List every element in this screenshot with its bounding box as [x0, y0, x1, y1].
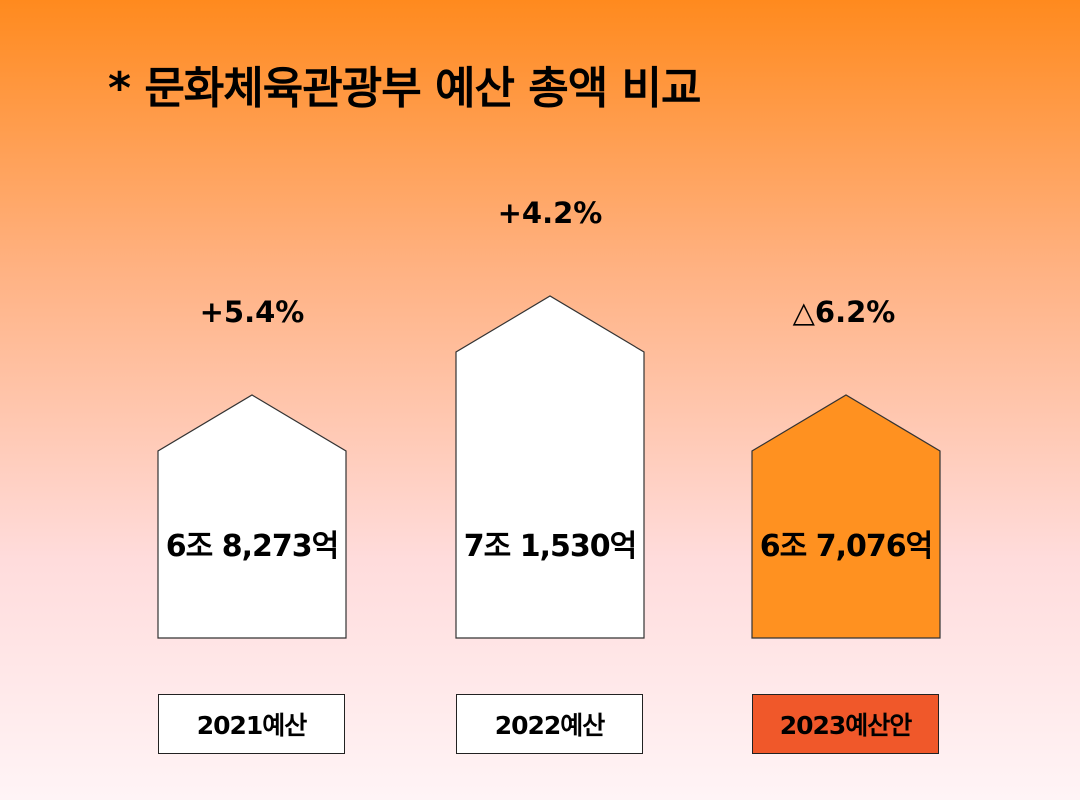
category-box-2021: 2021예산	[158, 694, 345, 754]
bar-2022	[455, 295, 645, 639]
category-box-2022: 2022예산	[456, 694, 643, 754]
value-label-2022: 7조 1,530억	[464, 529, 636, 564]
page-title: * 문화체육관광부 예산 총액 비교	[108, 63, 702, 114]
change-label-2023: △6.2%	[793, 295, 896, 329]
change-label-2021: +5.4%	[200, 295, 305, 329]
value-label-2023: 6조 7,076억	[760, 529, 932, 564]
value-label-2021: 6조 8,273억	[166, 529, 338, 564]
bar-2021	[157, 394, 347, 639]
bar-2023	[751, 394, 941, 639]
change-label-2022: +4.2%	[498, 196, 603, 230]
category-box-2023: 2023예산안	[752, 694, 939, 754]
